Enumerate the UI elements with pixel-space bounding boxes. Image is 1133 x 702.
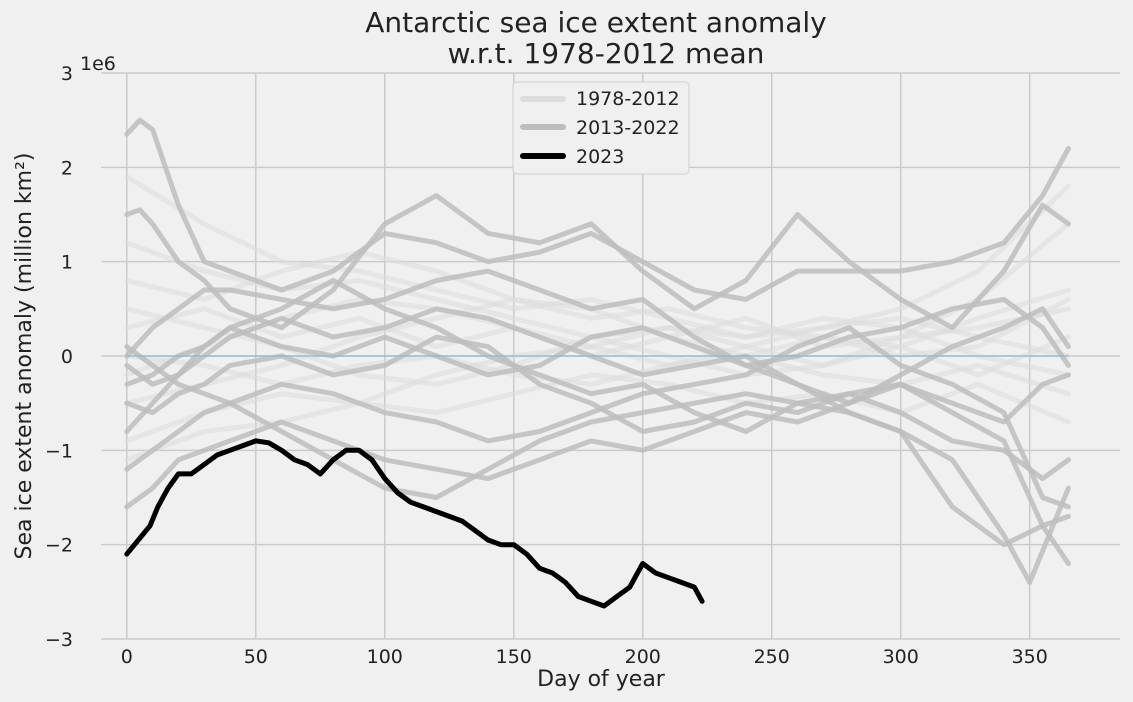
x-axis-label: Day of year [537,667,666,692]
series-line-2013-2022 [124,325,1071,510]
series-line-2023 [124,438,705,609]
x-tick-label: 100 [367,646,403,668]
series-line-2013-2022 [124,381,1071,529]
y-tick-label: 2 [61,157,73,179]
x-tick-labels: 0 50 100 150 200 250 300 350 [121,646,1048,668]
legend-label-2013-2022: 2013-2022 [576,117,680,139]
legend-label-2023: 2023 [576,146,624,168]
legend-box [512,81,690,175]
y-tick-label: 3 [61,63,73,85]
x-tick-label: 350 [1012,646,1048,668]
x-tick-label: 50 [244,646,268,668]
series-line-2013-2022 [124,334,1071,482]
y-tick-labels: −3 −2 −1 0 1 2 3 [45,63,73,651]
x-tick-label: 300 [883,646,919,668]
y-tick-label: 0 [61,346,73,368]
y-tick-label: −3 [45,629,73,651]
series-line-2013-2022 [124,306,1071,566]
y-tick-label: 1 [61,252,73,274]
series-line-2013-2022 [124,344,1071,585]
series-line-2013-2022 [124,268,1071,406]
series-line-1978-2012 [124,174,1071,340]
chart-title-line-2: w.r.t. 1978-2012 mean [448,37,765,70]
series-line-2013-2022 [124,117,1071,302]
series-line-2013-2022 [124,193,1071,331]
y-axis-multiplier: 1e6 [80,53,116,75]
x-tick-label: 0 [121,646,133,668]
x-tick-label: 150 [496,646,532,668]
chart-title-line-1: Antarctic sea ice extent anomaly [365,6,827,39]
x-tick-label: 250 [754,646,790,668]
legend-label-1978-2012: 1978-2012 [576,88,680,110]
legend: 1978-2012 2013-2022 2023 [512,81,690,175]
y-axis-label: Sea ice extent anomaly (million km²) [12,153,37,560]
series-2013-2022 [124,117,1071,585]
x-tick-label: 200 [625,646,661,668]
series-2023 [124,438,705,609]
series-line-2013-2022 [124,296,1071,387]
y-tick-label: −2 [45,535,73,557]
y-tick-label: −1 [45,440,73,462]
